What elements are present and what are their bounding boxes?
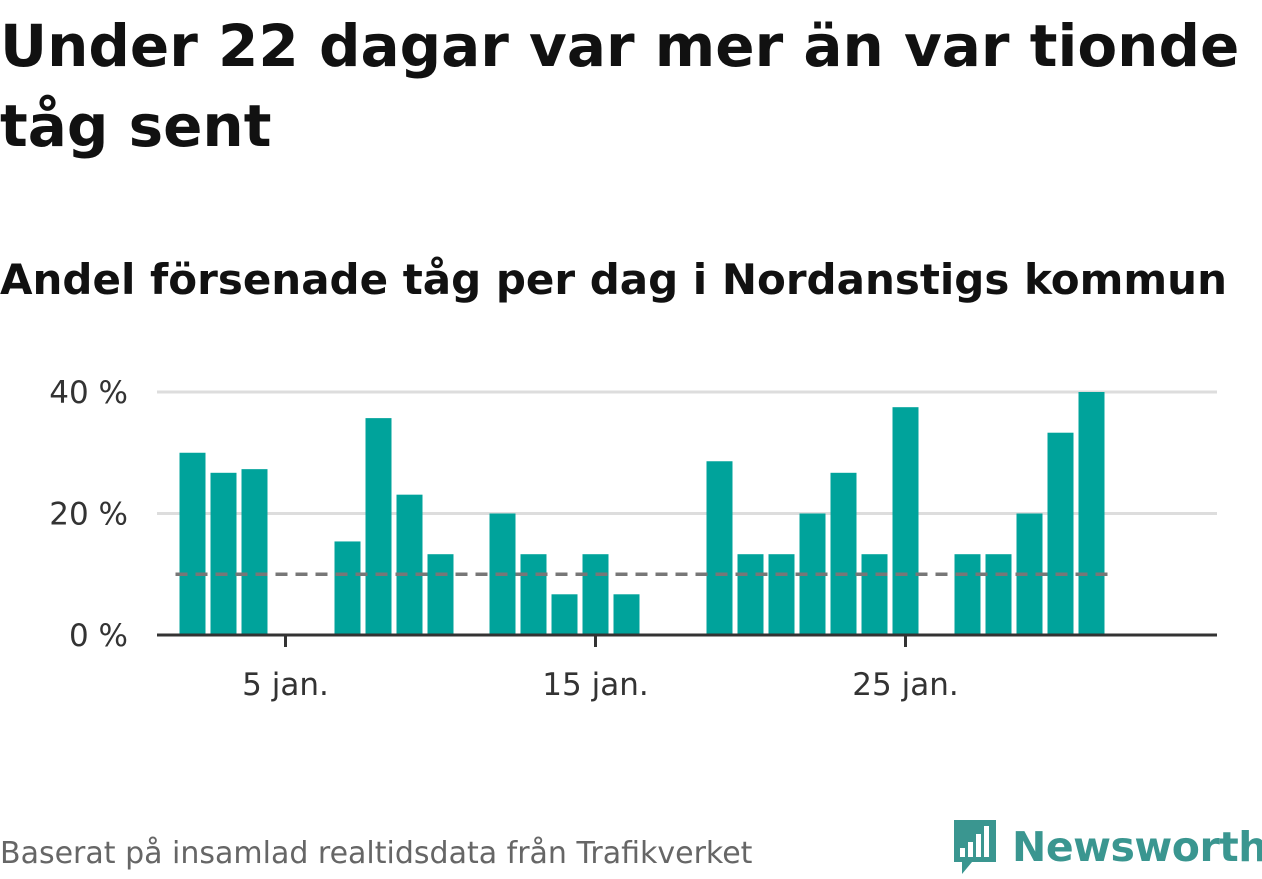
y-tick-label: 40 % (49, 375, 128, 411)
bar (737, 554, 764, 635)
bar (1047, 432, 1074, 635)
chart-title: Under 22 dagar var mer än var tionde tåg… (0, 12, 1240, 160)
y-tick-label: 0 % (69, 618, 128, 654)
y-tick-label: 20 % (49, 497, 128, 533)
bar (1078, 392, 1105, 635)
bar (365, 418, 392, 635)
chart-subtitle: Andel försenade tåg per dag i Nordanstig… (0, 255, 1227, 304)
x-tick-label: 25 jan. (852, 667, 958, 703)
bar (396, 494, 423, 635)
bar (861, 554, 888, 635)
source-note: Baserat på insamlad realtidsdata från Tr… (0, 836, 753, 871)
bar (210, 472, 237, 635)
bar (768, 554, 795, 635)
bar (582, 554, 609, 635)
bar (830, 472, 857, 635)
bar (551, 594, 578, 635)
bar (954, 554, 981, 635)
axes: 0 % 20 % 40 % 5 jan. 15 jan. 25 jan. (49, 375, 1217, 703)
bar (985, 554, 1012, 635)
bar (706, 461, 733, 635)
newsworthy-logo: Newsworthy (950, 816, 1262, 878)
bars (179, 392, 1105, 635)
newsworthy-bar-chart-icon (954, 820, 996, 874)
bar-chart: 0 % 20 % 40 % 5 jan. 15 jan. 25 jan. (49, 375, 1217, 703)
bar (427, 554, 454, 635)
bar (334, 541, 361, 635)
bar (241, 469, 268, 635)
brand-name: Newsworthy (1012, 823, 1262, 871)
bar (179, 452, 206, 635)
bar (892, 407, 919, 635)
x-tick-label: 5 jan. (242, 667, 329, 703)
x-tick-label: 15 jan. (542, 667, 648, 703)
bar (613, 594, 640, 635)
bar (520, 554, 547, 635)
